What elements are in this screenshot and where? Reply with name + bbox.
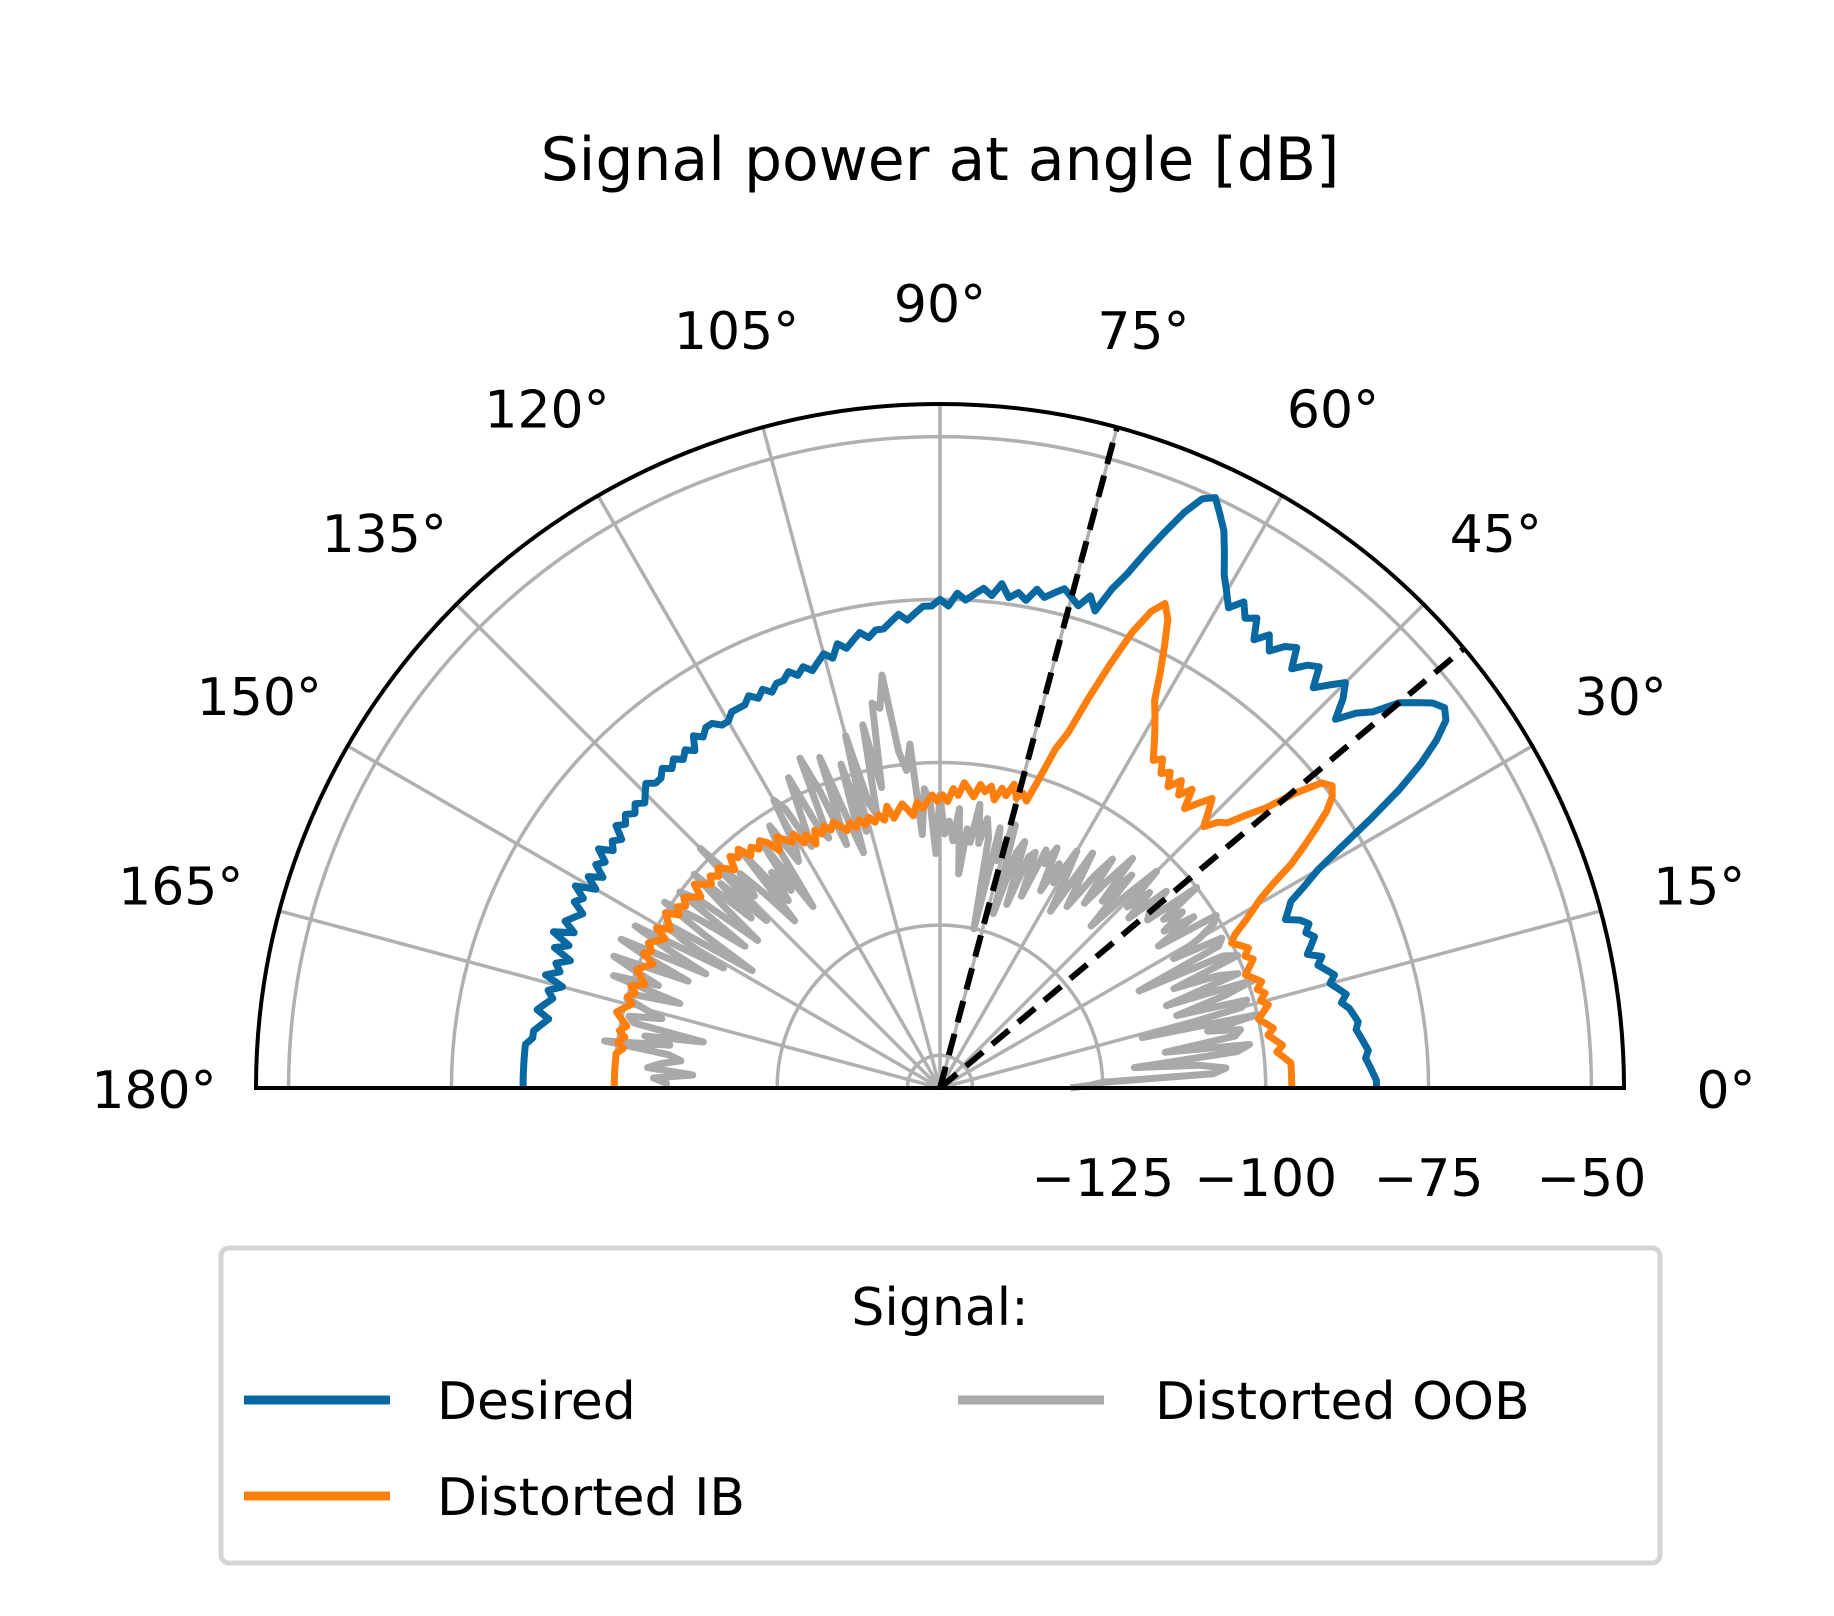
theta-tick-0: 0° <box>1696 1061 1755 1121</box>
theta-tick-60: 60° <box>1287 380 1379 440</box>
plot-frame <box>253 402 1627 1090</box>
theta-tick-30: 30° <box>1575 668 1667 728</box>
series-line-desired <box>519 494 1450 1089</box>
legend-label-desired: Desired <box>437 1372 636 1432</box>
r-gridline-145 <box>905 1053 975 1089</box>
theta-tick-135: 135° <box>322 505 447 565</box>
theta-tick-45: 45° <box>1450 505 1542 565</box>
plot-area <box>519 494 1450 1092</box>
r-tick-125: −125 <box>1031 1149 1174 1209</box>
theta-tick-90: 90° <box>894 275 986 335</box>
legend-label-distorted-ib: Distorted IB <box>437 1468 745 1528</box>
plot-outline <box>253 402 1627 1090</box>
steering-line-75 <box>937 426 1120 1089</box>
legend-box <box>218 1245 1663 1566</box>
series-line-distorted-ib <box>610 600 1336 1089</box>
theta-tick-165: 165° <box>118 858 243 918</box>
steering-lines <box>937 426 1466 1091</box>
legend: Signal: Desired Distorted IB Distorted O… <box>218 1245 1663 1566</box>
radial-tick-labels: −125 −100 −75 −50 <box>1031 1149 1646 1209</box>
theta-tick-120: 120° <box>484 380 609 440</box>
theta-gridline-165 <box>278 909 941 1090</box>
theta-tick-15: 15° <box>1653 858 1745 918</box>
legend-title: Signal: <box>851 1278 1028 1338</box>
chart-title: Signal power at angle [dB] <box>541 125 1340 195</box>
r-gridline-125 <box>775 923 1105 1089</box>
theta-gridline-30 <box>939 744 1534 1090</box>
r-gridline-50 <box>286 434 1594 1089</box>
theta-gridline-150 <box>346 744 941 1090</box>
theta-gridline-15 <box>939 909 1602 1090</box>
theta-tick-180: 180° <box>91 1061 216 1121</box>
theta-tick-105: 105° <box>674 302 799 362</box>
theta-tick-75: 75° <box>1097 302 1189 362</box>
r-tick-50: −50 <box>1537 1149 1647 1209</box>
theta-tick-labels: 0° 15° 30° 45° 60° 75° 90° 105° 120° 135° 150° 165°… <box>91 275 1755 1121</box>
polar-grid <box>278 404 1602 1090</box>
r-tick-100: −100 <box>1194 1149 1337 1209</box>
r-tick-75: −75 <box>1374 1149 1484 1209</box>
legend-label-distorted-oob: Distorted OOB <box>1155 1372 1530 1432</box>
theta-tick-150: 150° <box>197 668 322 728</box>
theta-gridline-120 <box>596 494 942 1089</box>
steering-line-40 <box>938 646 1466 1091</box>
